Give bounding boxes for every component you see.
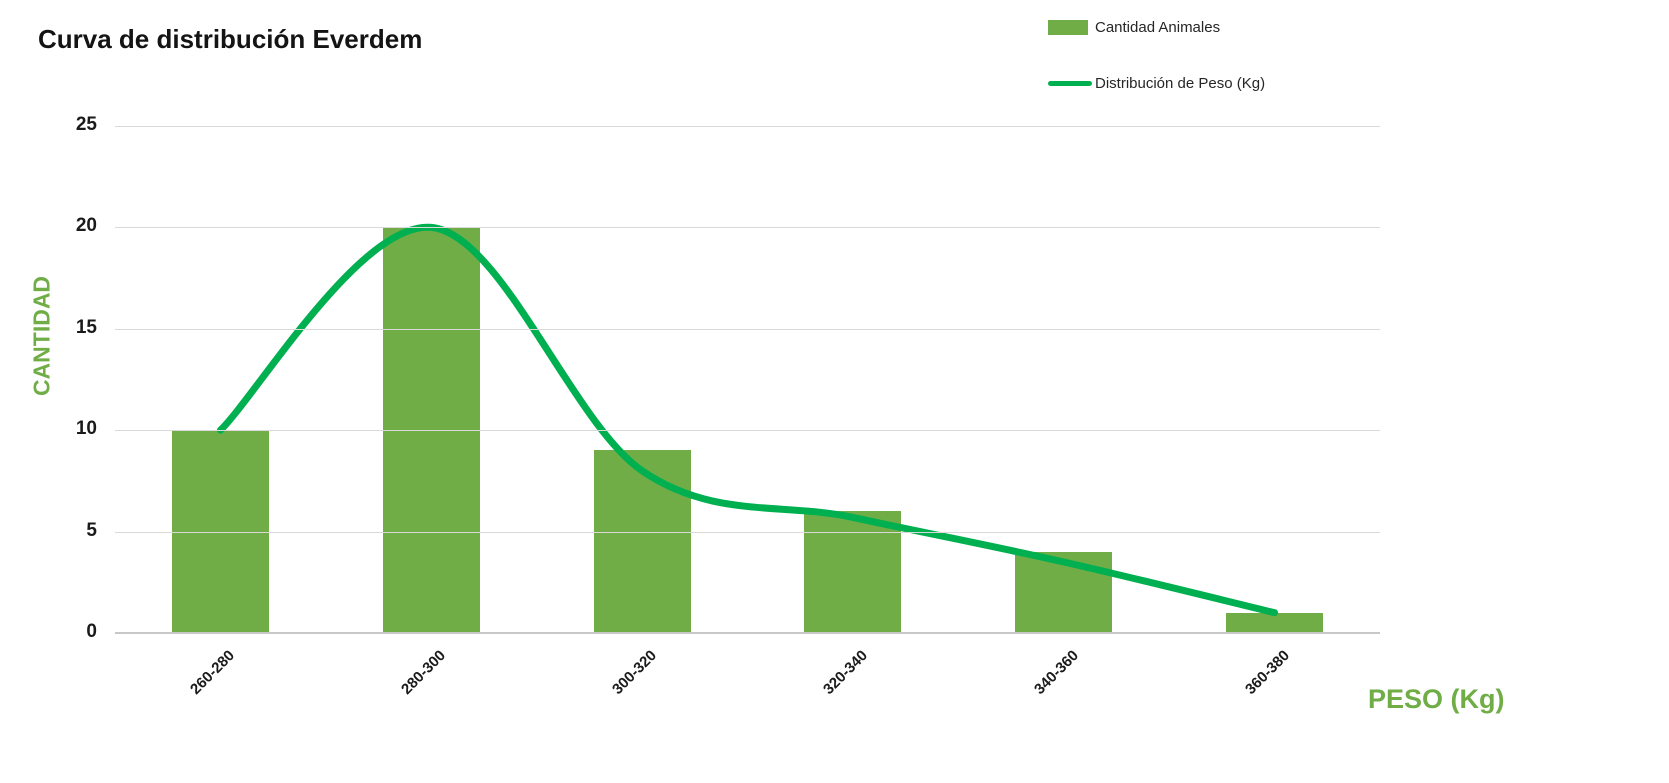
x-axis-title: PESO (Kg) xyxy=(1368,684,1505,714)
x-tick-label: 340-360 xyxy=(1030,647,1082,698)
legend-item-bars: Cantidad Animales xyxy=(1048,16,1265,38)
gridline xyxy=(115,430,1380,432)
gridline xyxy=(115,126,1380,127)
legend-bar-swatch-icon xyxy=(1048,19,1088,35)
legend-item-line: Distribución de Peso (Kg) xyxy=(1048,72,1265,94)
y-tick-label: 0 xyxy=(86,621,97,642)
y-tick-label: 15 xyxy=(75,316,97,338)
legend: Cantidad Animales Distribución de Peso (… xyxy=(1048,16,1265,94)
x-tick-label: 320-340 xyxy=(819,647,871,698)
x-tick-label: 300-320 xyxy=(609,647,661,698)
x-axis-line xyxy=(115,632,1380,634)
gridline xyxy=(115,328,1380,330)
y-tick-label: 20 xyxy=(75,215,97,237)
legend-label-line: Distribución de Peso (Kg) xyxy=(1095,74,1266,92)
x-tick-label: 260-280 xyxy=(187,647,239,698)
legend-label-bars: Cantidad Animales xyxy=(1095,18,1221,36)
gridline xyxy=(115,227,1380,229)
distribution-line xyxy=(216,223,1279,617)
gridline xyxy=(115,531,1380,533)
x-tick-label: 360-380 xyxy=(1241,647,1293,698)
chart-title: Curva de distribución Everdem xyxy=(38,24,423,54)
y-tick-label: 25 xyxy=(75,114,97,135)
y-tick-label: 10 xyxy=(75,418,97,440)
x-tick-label: 280-300 xyxy=(398,647,450,698)
plot-area xyxy=(115,126,1380,634)
bar-300-320 xyxy=(593,450,691,633)
bar-360-380 xyxy=(1226,612,1324,633)
y-tick-label: 5 xyxy=(86,519,97,541)
legend-line-swatch-icon xyxy=(1048,80,1092,86)
